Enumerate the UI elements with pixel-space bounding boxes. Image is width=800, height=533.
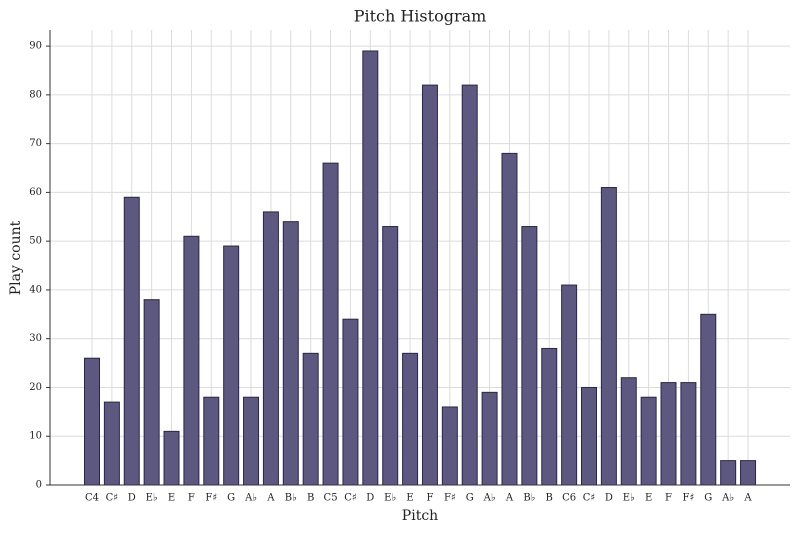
x-tick-label: B♭ (523, 493, 535, 504)
x-tick-label: C5 (324, 493, 338, 504)
bar (561, 284, 578, 486)
x-tick-label: A♭ (483, 493, 496, 504)
y-tick-label: 80 (29, 89, 42, 100)
bar (223, 245, 240, 486)
bar (461, 84, 478, 486)
x-tick-label: D (605, 493, 613, 504)
x-tick-label: F♯ (683, 493, 695, 504)
y-axis-label: Play count (8, 220, 24, 295)
bar (481, 391, 498, 486)
y-tick-label: 70 (29, 138, 42, 149)
marks (84, 50, 757, 486)
bar (660, 382, 677, 486)
x-tick-label: C6 (562, 493, 576, 504)
x-tick-label: E♭ (384, 493, 396, 504)
bar (600, 187, 617, 486)
bar (282, 221, 299, 486)
bar (382, 226, 399, 486)
x-tick-label: D (366, 493, 374, 504)
x-tick-label: G (704, 493, 712, 504)
y-tick-label: 60 (29, 187, 42, 198)
bar (720, 460, 737, 486)
bar (342, 318, 359, 486)
y-tick-label: 30 (29, 333, 42, 344)
bar (84, 357, 100, 486)
x-tick-label: E (406, 493, 413, 504)
x-tick-label: C♯ (344, 493, 357, 504)
bar (521, 226, 538, 486)
y-tick-label: 20 (29, 382, 42, 393)
x-tick-label: D (128, 493, 136, 504)
x-tick-label: E (645, 493, 652, 504)
x-tick-label: F♯ (444, 493, 456, 504)
x-tick-label: B (546, 493, 553, 504)
bar (322, 162, 339, 486)
x-tick-label: A (505, 493, 514, 504)
bar (700, 313, 717, 486)
chart-title: Pitch Histogram (354, 7, 487, 26)
bar (103, 401, 120, 486)
x-tick-label: F (665, 493, 672, 504)
x-tick-label: E♭ (146, 493, 158, 504)
bar (441, 406, 458, 486)
bar (243, 396, 260, 486)
x-tick-label: F (426, 493, 433, 504)
x-tick-label: E♭ (623, 493, 635, 504)
y-tick-label: 0 (36, 480, 42, 491)
bar (740, 460, 757, 486)
x-tick-label: A♭ (721, 493, 734, 504)
bar (143, 299, 160, 486)
x-tick-label: C♯ (583, 493, 596, 504)
bar (640, 396, 657, 486)
bar (421, 84, 438, 486)
bar (402, 352, 419, 486)
x-axis-label: Pitch (402, 508, 438, 524)
bar (581, 386, 597, 486)
x-tick-label: C4 (85, 493, 99, 504)
x-tick-label: B♭ (285, 493, 297, 504)
y-tick-label: 90 (29, 41, 42, 52)
x-tick-label: F♯ (205, 493, 217, 504)
bar (183, 235, 200, 486)
y-tick-label: 50 (29, 236, 42, 247)
x-tick-label: G (466, 493, 474, 504)
y-tick-label: 40 (29, 284, 42, 295)
bar (362, 50, 379, 486)
bar (203, 396, 220, 486)
x-tick-label: B (307, 493, 314, 504)
bar (302, 352, 319, 486)
bar (620, 377, 637, 486)
bar (123, 196, 140, 486)
x-tick-label: G (227, 493, 235, 504)
bar (262, 211, 279, 486)
x-tick-label: E (168, 493, 175, 504)
x-tick-label: A♭ (244, 493, 257, 504)
bar (163, 430, 180, 486)
x-tick-label: A (266, 493, 275, 504)
bar (680, 382, 697, 486)
x-tick-label: F (188, 493, 195, 504)
x-tick-label: A (743, 493, 752, 504)
y-tick-label: 10 (29, 431, 42, 442)
x-tick-label: C♯ (106, 493, 119, 504)
bar (541, 347, 558, 486)
bar (501, 152, 518, 486)
grid (50, 30, 790, 486)
